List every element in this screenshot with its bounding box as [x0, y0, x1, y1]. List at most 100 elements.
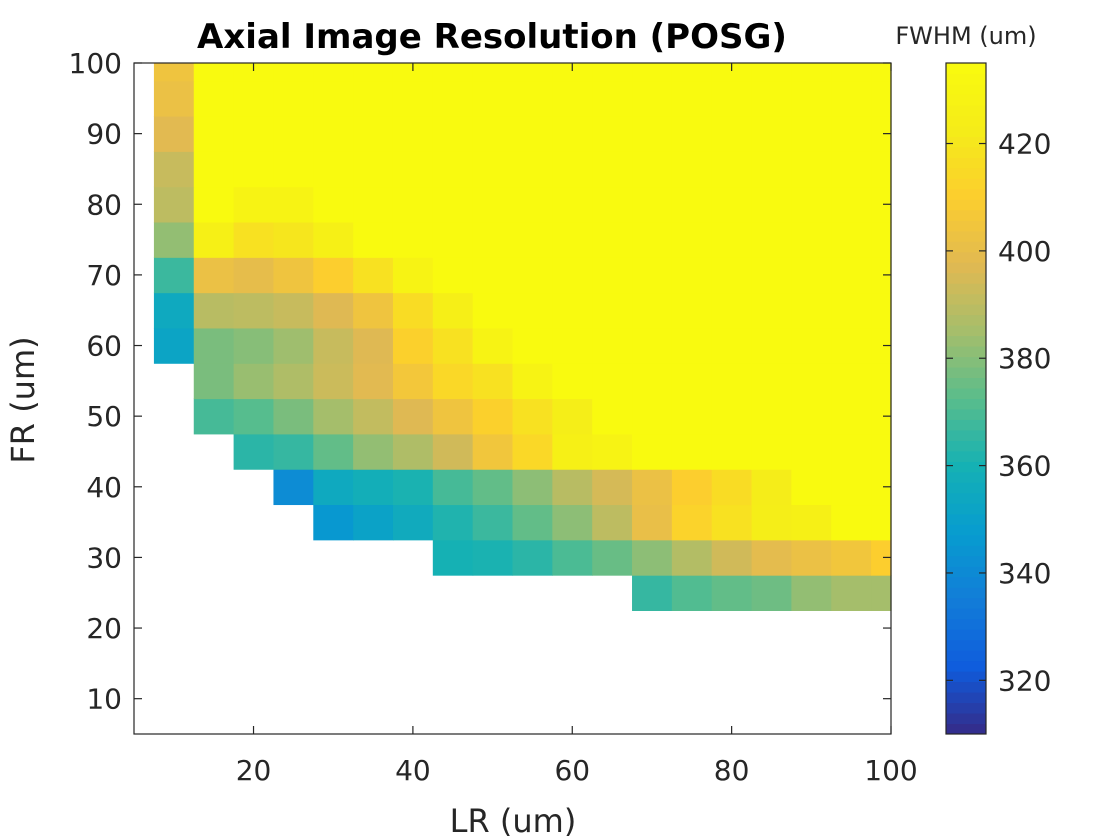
heatmap-cell [313, 504, 354, 541]
colorbar-segment [946, 63, 986, 74]
heatmap-cell [353, 398, 394, 435]
heatmap-cell [871, 221, 892, 258]
x-axis-ticks: 20 40 60 80 100 [236, 63, 918, 787]
colorbar-segment [946, 83, 986, 95]
heatmap-cell [552, 504, 593, 541]
heatmap-cell [552, 398, 593, 435]
colorbar-segment [946, 608, 986, 620]
y-tick-label: 30 [86, 541, 122, 574]
heatmap-cell [432, 221, 474, 258]
heatmap-cell [472, 186, 514, 223]
colorbar-segment [946, 482, 986, 494]
heatmap-cell [592, 539, 633, 576]
heatmap-cell [512, 398, 553, 435]
heatmap-cell [392, 504, 434, 541]
heatmap-cell [472, 469, 514, 506]
heatmap-cell [632, 433, 673, 470]
heatmap-cell [671, 257, 713, 294]
heatmap-cell [512, 221, 553, 258]
colorbar-segment [946, 167, 986, 179]
colorbar-tick-label: 420 [998, 128, 1051, 161]
heatmap-cell [273, 327, 314, 364]
heatmap-cell [671, 151, 713, 188]
heatmap-cell [313, 398, 354, 435]
heatmap-cell [313, 186, 354, 223]
colorbar-segment [946, 251, 986, 263]
heatmap-cell [193, 63, 235, 82]
colorbar-segment [946, 618, 986, 630]
heatmap-cell [671, 292, 713, 329]
heatmap-cell [791, 115, 832, 152]
colorbar-segment [946, 660, 986, 672]
heatmap-cell [193, 221, 235, 258]
heatmap-cell [512, 539, 553, 576]
colorbar-segment [946, 272, 986, 284]
heatmap-cell [153, 221, 195, 258]
colorbar-segment [946, 492, 986, 504]
colorbar-segment [946, 408, 986, 420]
heatmap-cell [671, 575, 713, 611]
heatmap-cell [592, 327, 633, 364]
heatmap-cell [592, 221, 633, 258]
heatmap-cell [353, 80, 394, 117]
heatmap-cell [512, 63, 553, 82]
heatmap-cell [791, 186, 832, 223]
heatmap-cell [313, 221, 354, 258]
heatmap-cell [512, 327, 553, 364]
heatmap-cell [392, 257, 434, 294]
heatmap-cell [472, 504, 514, 541]
heatmap-cell [632, 398, 673, 435]
colorbar-segment [946, 335, 986, 347]
heatmap-cell [392, 363, 434, 400]
heatmap-cell [671, 115, 713, 152]
colorbar-label: FWHM (um) [895, 22, 1036, 50]
heatmap-cell [831, 151, 872, 188]
colorbar-tick-label: 380 [998, 342, 1051, 375]
heatmap-cell [592, 363, 633, 400]
colorbar-segment [946, 545, 986, 557]
y-tick-label: 70 [86, 259, 122, 292]
heatmap-cell [711, 504, 753, 541]
heatmap-cell [791, 151, 832, 188]
heatmap-cell [392, 398, 434, 435]
heatmap-cell [592, 504, 633, 541]
heatmap-cell [871, 151, 892, 188]
colorbar-segment [946, 681, 986, 693]
heatmap-cell [552, 292, 593, 329]
heatmap-cell [632, 186, 673, 223]
heatmap-cell [791, 292, 832, 329]
heatmap-cell [831, 575, 872, 611]
heatmap-cell [432, 63, 474, 82]
heatmap-cell [273, 186, 314, 223]
heatmap-cell [711, 327, 753, 364]
colorbar-segment [946, 209, 986, 221]
colorbar-segment [946, 398, 986, 410]
heatmap-cell [632, 257, 673, 294]
colorbar-segment [946, 597, 986, 609]
heatmap-cell [512, 115, 553, 152]
heatmap-cell [472, 115, 514, 152]
heatmap-cell [831, 80, 872, 117]
heatmap-cell [233, 151, 275, 188]
heatmap-cell [751, 469, 792, 506]
heatmap-cell [831, 327, 872, 364]
colorbar-segment [946, 136, 986, 148]
heatmap-cell [313, 327, 354, 364]
heatmap-cell [233, 398, 275, 435]
heatmap-cell [592, 186, 633, 223]
heatmap-cell [671, 80, 713, 117]
heatmap-cell [632, 221, 673, 258]
heatmap-cell [871, 363, 892, 400]
heatmap-cell [751, 433, 792, 470]
heatmap-cell [632, 469, 673, 506]
colorbar-segment [946, 723, 986, 735]
heatmap-cell [871, 469, 892, 506]
heatmap-cell [353, 186, 394, 223]
heatmap-cell [711, 257, 753, 294]
heatmap-cell [871, 504, 892, 541]
heatmap-cell [273, 151, 314, 188]
heatmap-cell [313, 257, 354, 294]
heatmap-cell [791, 469, 832, 506]
colorbar-segment [946, 388, 986, 399]
heatmap-cell [353, 504, 394, 541]
